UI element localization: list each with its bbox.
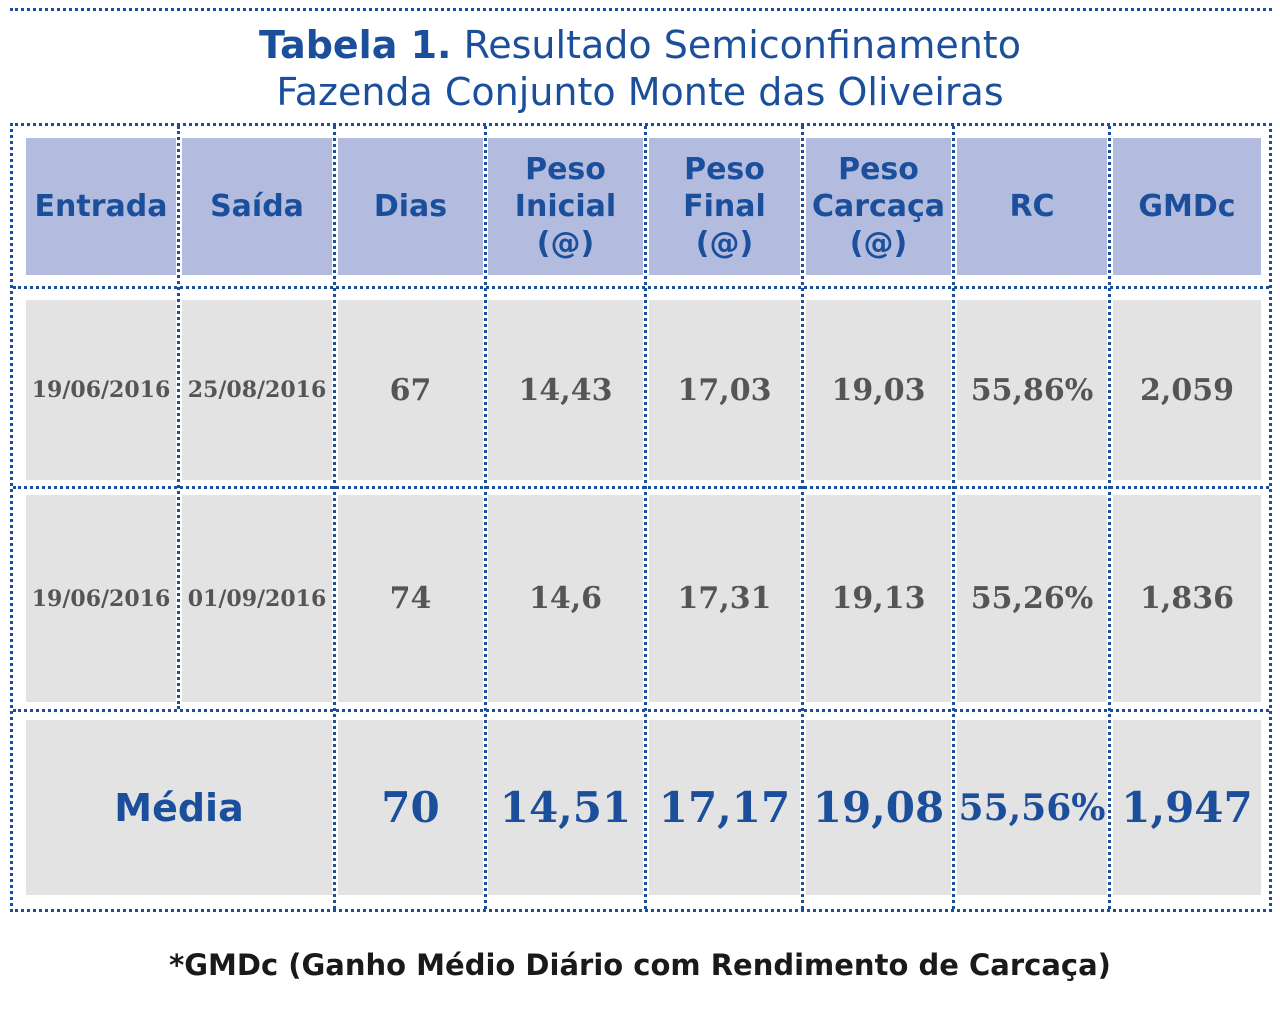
row2-dias: 74: [338, 495, 483, 702]
average-dias: 70: [338, 720, 483, 895]
row1-saida: 25/08/2016: [182, 300, 332, 480]
header-dias: Dias: [338, 138, 483, 275]
header-peso-carcaca: Peso Carcaça (@): [806, 138, 951, 275]
average-rc: 55,56%: [957, 720, 1107, 895]
average-peso-final: 17,17: [649, 720, 800, 895]
header-rc: RC: [957, 138, 1107, 275]
header-peso-final: Peso Final (@): [649, 138, 800, 275]
grid-line: [1108, 126, 1111, 909]
header-entrada: Entrada: [26, 138, 176, 275]
row2-peso-carcaca: 19,13: [806, 495, 951, 702]
row2-gmdc: 1,836: [1113, 495, 1261, 702]
average-gmdc: 1,947: [1113, 720, 1261, 895]
grid-line: [952, 126, 955, 909]
row1-gmdc: 2,059: [1113, 300, 1261, 480]
row2-peso-final: 17,31: [649, 495, 800, 702]
top-dotted-rule: [10, 8, 1272, 11]
row1-dias: 67: [338, 300, 483, 480]
row1-rc: 55,86%: [957, 300, 1107, 480]
grid-line: [644, 126, 647, 909]
grid-line: [13, 486, 1269, 489]
grid-line: [177, 126, 180, 709]
row1-peso-inicial: 14,43: [488, 300, 643, 480]
row2-peso-inicial: 14,6: [488, 495, 643, 702]
grid-line: [801, 126, 804, 909]
row1-entrada: 19/06/2016: [26, 300, 176, 480]
header-saida: Saída: [182, 138, 332, 275]
footnote: *GMDc (Ganho Médio Diário com Rendimento…: [169, 948, 1111, 982]
row2-entrada: 19/06/2016: [26, 495, 176, 702]
title-label: Tabela 1.: [259, 23, 452, 67]
grid-line: [333, 126, 336, 909]
average-peso-inicial: 14,51: [488, 720, 643, 895]
grid-line: [13, 286, 1269, 289]
title-line2: Fazenda Conjunto Monte das Oliveiras: [276, 70, 1004, 114]
average-label: Média: [26, 720, 332, 895]
row2-saida: 01/09/2016: [182, 495, 332, 702]
row1-peso-carcaca: 19,03: [806, 300, 951, 480]
header-gmdc: GMDc: [1113, 138, 1261, 275]
row2-rc: 55,26%: [957, 495, 1107, 702]
average-peso-carcaca: 19,08: [806, 720, 951, 895]
title-line1: Resultado Semiconfinamento: [463, 23, 1021, 67]
header-peso-inicial: Peso Inicial (@): [488, 138, 643, 275]
grid-line: [484, 126, 487, 909]
grid-line: [13, 709, 1269, 712]
row1-peso-final: 17,03: [649, 300, 800, 480]
table-title: Tabela 1. Resultado Semiconfinamento Faz…: [0, 22, 1280, 116]
table-frame: [10, 123, 1272, 912]
